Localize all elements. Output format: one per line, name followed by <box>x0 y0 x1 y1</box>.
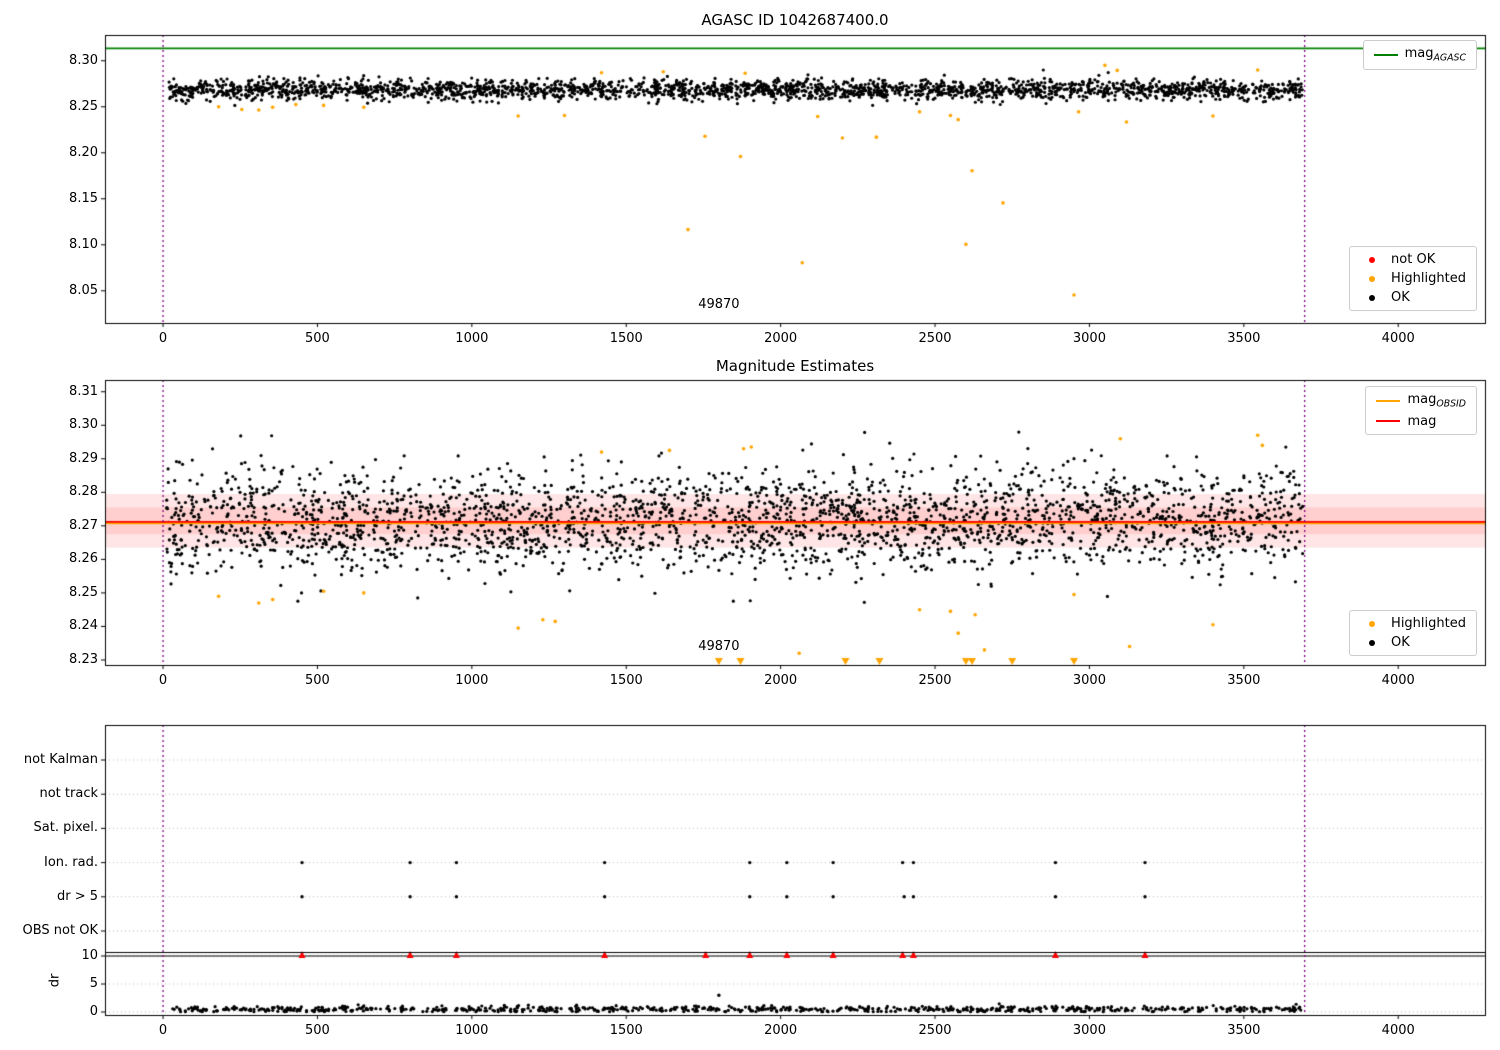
legend-marker-icon <box>1360 639 1384 646</box>
plot2-x-tick-label: 0 <box>158 673 168 688</box>
obsid-annotation-middle: 49870 <box>698 639 740 654</box>
plot2-x-tick-label: 4000 <box>1381 673 1415 688</box>
legend-label: Highlighted <box>1391 616 1466 631</box>
plot2-x-tick-label: 1000 <box>455 673 489 688</box>
legend-marker-icon <box>1360 275 1384 282</box>
plot2-x-tick-label: 500 <box>305 673 330 688</box>
plot1-x-tick-label: 0 <box>158 331 168 346</box>
legend-point-types-middle: Highlighted OK <box>1349 610 1477 656</box>
legend-entry: Highlighted <box>1360 616 1466 631</box>
plot1-x-tick-label: 3000 <box>1072 331 1106 346</box>
legend-entry: mag <box>1376 414 1466 429</box>
plot3-x-tick-label: 500 <box>305 1023 330 1038</box>
legend-label: magOBSID <box>1407 392 1466 410</box>
plot1-x-tick-label: 1500 <box>609 331 643 346</box>
plot1-y-tick-label: 8.10 <box>69 236 98 252</box>
plot3-x-tick-label: 0 <box>158 1023 168 1038</box>
plot3-x-tick-label: 2000 <box>764 1023 798 1038</box>
flag-category-label: Sat. pixel. <box>33 820 98 836</box>
plot1-x-tick-label: 4000 <box>1381 331 1415 346</box>
plot2-y-tick-label: 8.23 <box>69 651 98 667</box>
plot2-x-tick-label: 3000 <box>1072 673 1106 688</box>
plot2-y-tick-label: 8.30 <box>69 417 98 433</box>
plot3-x-tick-label: 2500 <box>918 1023 952 1038</box>
legend-line-swatch <box>1376 420 1401 423</box>
legend-entry: Highlighted <box>1360 271 1466 286</box>
plot2-y-tick-label: 8.24 <box>69 618 98 634</box>
legend-label: OK <box>1391 290 1410 305</box>
flag-category-label: dr > 5 <box>56 888 98 904</box>
plot1-y-tick-label: 8.20 <box>69 144 98 160</box>
plot2-y-tick-label: 8.25 <box>69 584 98 600</box>
legend-label: magAGASC <box>1404 46 1466 64</box>
flag-category-label: not track <box>39 786 98 802</box>
legend-line-swatch <box>1376 399 1401 402</box>
plot3-x-tick-label: 3000 <box>1072 1023 1106 1038</box>
plot1-y-tick-label: 8.30 <box>69 52 98 68</box>
dr-y-tick-label: 10 <box>81 948 98 963</box>
plot1-x-tick-label: 3500 <box>1227 331 1261 346</box>
plot1-x-tick-label: 2500 <box>918 331 952 346</box>
legend-entry: magOBSID <box>1376 392 1466 410</box>
plot1-x-tick-label: 1000 <box>455 331 489 346</box>
legend-line-swatch <box>1373 53 1398 56</box>
obsid-annotation-top: 49870 <box>698 297 740 312</box>
plot2-x-tick-label: 2000 <box>764 673 798 688</box>
dr-y-tick-label: 0 <box>89 1004 98 1019</box>
plot2-y-tick-label: 8.31 <box>69 383 98 399</box>
legend-marker-icon <box>1360 294 1384 301</box>
plot2-x-tick-label: 2500 <box>918 673 952 688</box>
legend-entry: OK <box>1360 635 1466 650</box>
plot1-y-tick-label: 8.25 <box>69 98 98 114</box>
plot3-x-tick-label: 1500 <box>609 1023 643 1038</box>
flag-category-label: OBS not OK <box>22 923 99 938</box>
plot1-title: AGASC ID 1042687400.0 <box>701 11 889 29</box>
legend-marker-icon <box>1360 256 1384 263</box>
plot2-y-tick-label: 8.29 <box>69 450 98 466</box>
legend-mag-lines: magOBSID mag <box>1365 386 1477 435</box>
plot2-y-tick-label: 8.27 <box>69 517 98 533</box>
plot1-y-tick-label: 8.15 <box>69 190 98 206</box>
plot3-x-tick-label: 4000 <box>1381 1023 1415 1038</box>
plot2-y-tick-label: 8.26 <box>69 551 98 567</box>
legend-mag-agasc: magAGASC <box>1362 40 1477 70</box>
plot3-x-tick-label: 1000 <box>455 1023 489 1038</box>
plot1-x-tick-label: 500 <box>305 331 330 346</box>
legend-label: OK <box>1391 635 1410 650</box>
legend-label: mag <box>1407 413 1437 429</box>
plot2-y-tick-label: 8.28 <box>69 484 98 500</box>
legend-label: Highlighted <box>1391 271 1466 286</box>
flag-category-label: Ion. rad. <box>44 854 98 870</box>
legend-marker-icon <box>1360 620 1384 627</box>
legend-entry: OK <box>1360 290 1466 305</box>
plot3-x-tick-label: 3500 <box>1227 1023 1261 1038</box>
flag-category-label: not Kalman <box>23 752 98 767</box>
legend-entry: magAGASC <box>1373 46 1466 64</box>
legend-label: not OK <box>1391 252 1436 267</box>
plot1-x-tick-label: 2000 <box>764 331 798 346</box>
plot2-title: Magnitude Estimates <box>715 357 875 375</box>
legend-point-types-top: not OK Highlighted OK <box>1349 246 1477 311</box>
plot1-y-tick-label: 8.05 <box>69 282 98 298</box>
dr-y-tick-label: 5 <box>89 976 98 991</box>
legend-entry: not OK <box>1360 252 1466 267</box>
plot2-x-tick-label: 1500 <box>609 673 643 688</box>
plot2-x-tick-label: 3500 <box>1227 673 1261 688</box>
